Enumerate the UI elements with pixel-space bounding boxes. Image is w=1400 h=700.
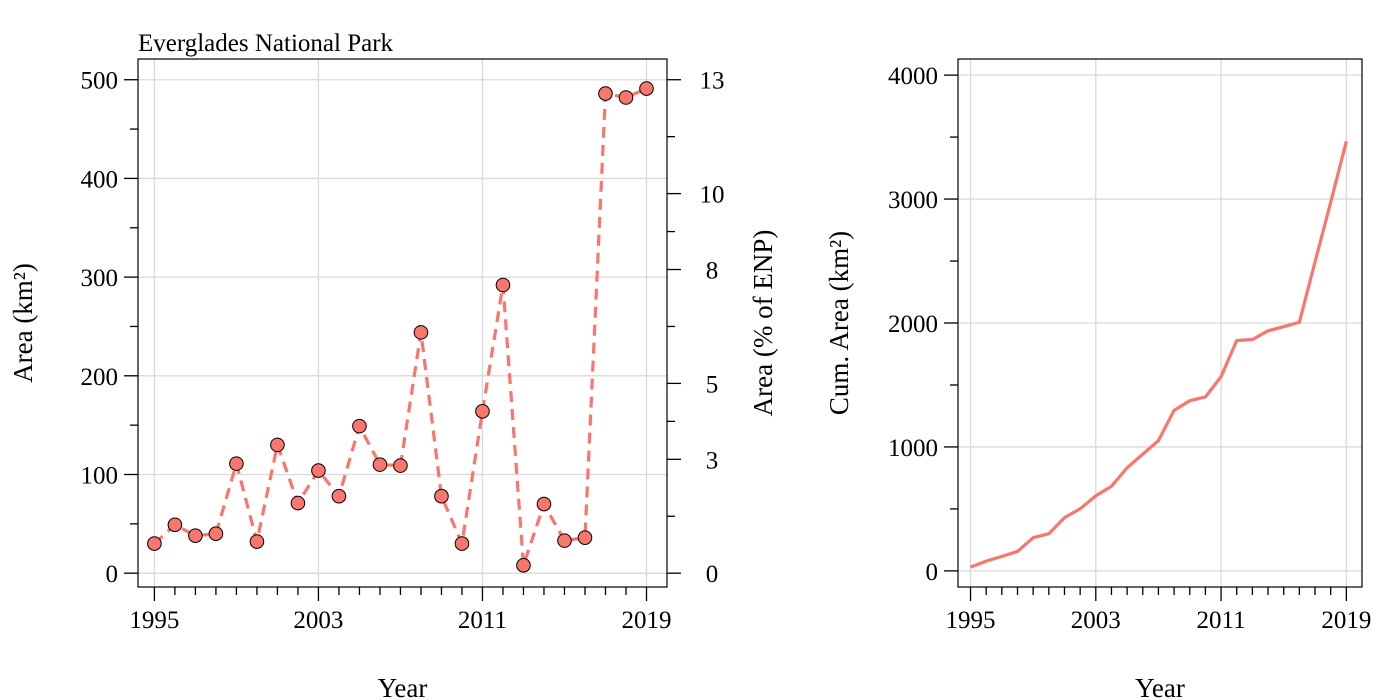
y-axis-title: Cum. Area (km²): [824, 231, 854, 415]
data-point: [393, 458, 408, 473]
data-point: [249, 534, 265, 549]
x-tick-label: 2019: [1321, 607, 1371, 634]
data-point: [290, 495, 306, 511]
data-point: [229, 456, 244, 471]
data-point: [495, 277, 511, 293]
data-point: [311, 463, 326, 478]
data-point: [372, 457, 388, 472]
y2-tick-label: 10: [700, 182, 725, 209]
y-tick-label: 2000: [888, 311, 938, 338]
data-point: [188, 528, 203, 543]
data-point: [577, 530, 593, 545]
y-tick-label: 100: [81, 462, 119, 489]
x-tick-label: 2011: [1197, 607, 1246, 634]
data-point: [167, 517, 183, 533]
y-tick-label: 200: [81, 364, 119, 391]
data-point: [618, 90, 634, 105]
data-point: [639, 81, 654, 96]
x-tick-label: 2003: [1071, 607, 1121, 634]
chart-title: Everglades National Park: [138, 30, 394, 57]
x-tick-label: 1995: [946, 607, 996, 634]
y-tick-label: 4000: [888, 63, 938, 90]
y-tick-label: 500: [81, 68, 119, 95]
data-point: [475, 404, 490, 419]
plot-border: [137, 58, 668, 588]
y-tick-label: 300: [81, 265, 119, 292]
data-point: [270, 437, 285, 453]
right-panel: 1995 2003 2011 2019 0 1000 2000 3000 4000 Year Cum…: [824, 58, 1371, 700]
y-tick-label: 3000: [888, 187, 938, 214]
data-point: [147, 536, 162, 551]
data-point: [208, 526, 224, 542]
y2-tick-label: 0: [706, 561, 719, 588]
y-tick-label: 1000: [888, 435, 938, 462]
data-point: [454, 536, 470, 551]
y-tick-label: 0: [106, 561, 119, 588]
series-line: [969, 141, 1348, 569]
y-tick-label: 400: [81, 166, 119, 193]
y-tick-label: 0: [926, 559, 939, 586]
data-point: [331, 488, 347, 504]
y2-tick-label: 13: [700, 68, 725, 95]
data-point: [557, 533, 572, 548]
x-tick-label: 2011: [458, 607, 507, 634]
series-line: [153, 87, 648, 567]
data-point: [598, 86, 613, 101]
data-point: [536, 496, 552, 512]
y2-tick-label: 8: [706, 258, 719, 285]
data-point: [434, 488, 449, 504]
left-panel: 1995 2003 2011 20190100200300400500YearArea…: [8, 30, 778, 700]
x-tick-label: 2019: [621, 607, 671, 634]
x-tick-label: 1995: [129, 607, 179, 634]
y2-tick-label: 3: [706, 447, 719, 474]
data-point: [352, 418, 367, 434]
y-axis-title: Area (km²): [8, 263, 38, 383]
x-tick-label: 2003: [293, 607, 343, 634]
y2-axis-title: Area (% of ENP): [748, 230, 778, 417]
data-point: [413, 325, 429, 340]
x-axis-title: Year: [1135, 673, 1185, 700]
y2-tick-label: 5: [706, 371, 719, 398]
data-point: [516, 557, 531, 573]
x-axis-title: Year: [378, 673, 428, 700]
